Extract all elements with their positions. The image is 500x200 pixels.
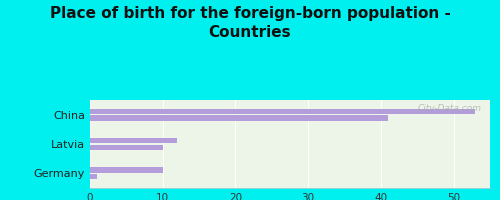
Bar <box>90 174 98 179</box>
Bar <box>90 109 475 114</box>
Text: City-Data.com: City-Data.com <box>418 104 482 113</box>
Bar <box>90 145 162 150</box>
Text: Place of birth for the foreign-born population -
Countries: Place of birth for the foreign-born popu… <box>50 6 450 40</box>
Bar <box>90 167 162 173</box>
Bar <box>90 115 388 121</box>
Bar <box>90 138 178 143</box>
